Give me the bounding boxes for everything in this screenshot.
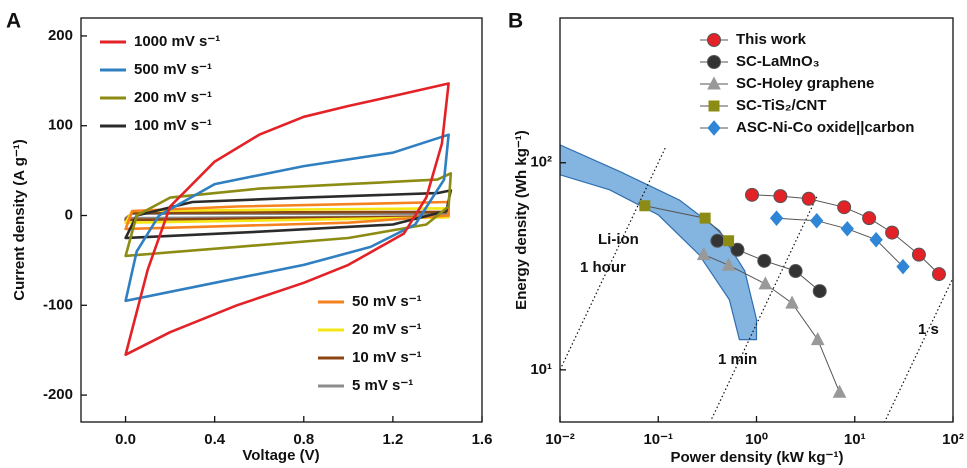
cv-curve — [124, 133, 450, 303]
y-tick-label: 10¹ — [530, 361, 552, 378]
marker — [931, 267, 946, 282]
marker — [757, 253, 772, 268]
legend-label: 20 mV s⁻¹ — [352, 321, 422, 338]
legend-marker — [707, 120, 721, 136]
marker — [788, 264, 803, 279]
marker — [911, 247, 926, 262]
annotation: 1 min — [718, 351, 757, 368]
cv-curve — [124, 82, 450, 356]
x-tick-label: 10² — [942, 431, 964, 448]
cv-curve — [124, 189, 453, 240]
legend-label: SC-Holey graphene — [736, 75, 874, 92]
legend-label: 5 mV s⁻¹ — [352, 377, 413, 394]
marker — [812, 284, 827, 299]
marker — [840, 220, 854, 237]
y-tick-label: -200 — [43, 386, 73, 403]
reference-line — [883, 277, 953, 422]
marker — [745, 187, 760, 202]
series-line — [703, 254, 840, 393]
marker — [730, 242, 745, 257]
legend-label: SC-TiS₂/CNT — [736, 97, 827, 114]
marker — [723, 235, 735, 247]
marker — [896, 258, 910, 275]
x-tick-label: 10⁻¹ — [643, 431, 673, 448]
x-tick-label: 1.2 — [382, 431, 403, 448]
marker — [710, 233, 725, 248]
legend-label: This work — [736, 31, 807, 48]
x-tick-label: 1.6 — [472, 431, 493, 448]
x-tick-label: 10⁻² — [545, 431, 575, 448]
panel-label: B — [508, 10, 523, 33]
y-tick-label: -100 — [43, 296, 73, 313]
x-axis-title: Power density (kW kg⁻¹) — [671, 449, 844, 466]
plot-frame — [80, 17, 483, 423]
x-tick-label: 0.4 — [204, 431, 226, 448]
x-tick-label: 10¹ — [844, 431, 866, 448]
x-axis-title: Voltage (V) — [242, 447, 319, 464]
legend-label: 10 mV s⁻¹ — [352, 349, 422, 366]
marker — [810, 332, 825, 346]
x-tick-label: 0.8 — [293, 431, 314, 448]
marker — [801, 191, 816, 206]
legend-marker — [707, 55, 721, 69]
reference-line — [560, 146, 667, 371]
x-tick-label: 0.0 — [115, 431, 136, 448]
marker — [639, 200, 651, 212]
legend-label: 100 mV s⁻¹ — [134, 117, 212, 134]
marker — [837, 200, 852, 215]
marker — [699, 212, 711, 224]
marker — [810, 212, 824, 229]
y-axis-title: Current density (A g⁻¹) — [11, 139, 28, 301]
annotation: 1 hour — [580, 259, 626, 276]
marker — [769, 210, 784, 226]
legend-label: ASC-Ni-Co oxide||carbon — [736, 119, 914, 136]
marker — [758, 276, 773, 290]
legend-marker — [707, 33, 721, 47]
marker — [773, 189, 788, 204]
marker — [721, 257, 736, 271]
series-line — [776, 217, 904, 268]
y-tick-label: 200 — [48, 27, 73, 44]
y-tick-label: 10² — [530, 154, 552, 171]
legend-label: SC-LaMnO₃ — [736, 53, 820, 70]
legend-marker — [707, 76, 721, 90]
y-axis-title: Energy density (Wh kg⁻¹) — [513, 130, 530, 310]
legend-label: 500 mV s⁻¹ — [134, 61, 212, 78]
marker — [885, 225, 900, 240]
x-tick-label: 10⁰ — [745, 431, 768, 448]
marker — [696, 247, 711, 261]
marker — [862, 211, 877, 226]
legend-marker — [708, 100, 720, 112]
marker — [785, 295, 799, 309]
plot-area — [124, 82, 453, 356]
region-label: Li-ion — [598, 231, 639, 248]
marker — [832, 384, 847, 398]
legend-label: 1000 mV s⁻¹ — [134, 33, 220, 50]
legend-label: 50 mV s⁻¹ — [352, 293, 422, 310]
legend-label: 200 mV s⁻¹ — [134, 89, 212, 106]
y-tick-label: 0 — [65, 206, 73, 223]
plot-area — [560, 144, 953, 422]
panel-label: A — [6, 10, 21, 33]
reference-line — [711, 194, 819, 420]
annotation: 1 s — [918, 321, 939, 338]
y-tick-label: 100 — [48, 117, 73, 134]
marker — [869, 231, 883, 248]
